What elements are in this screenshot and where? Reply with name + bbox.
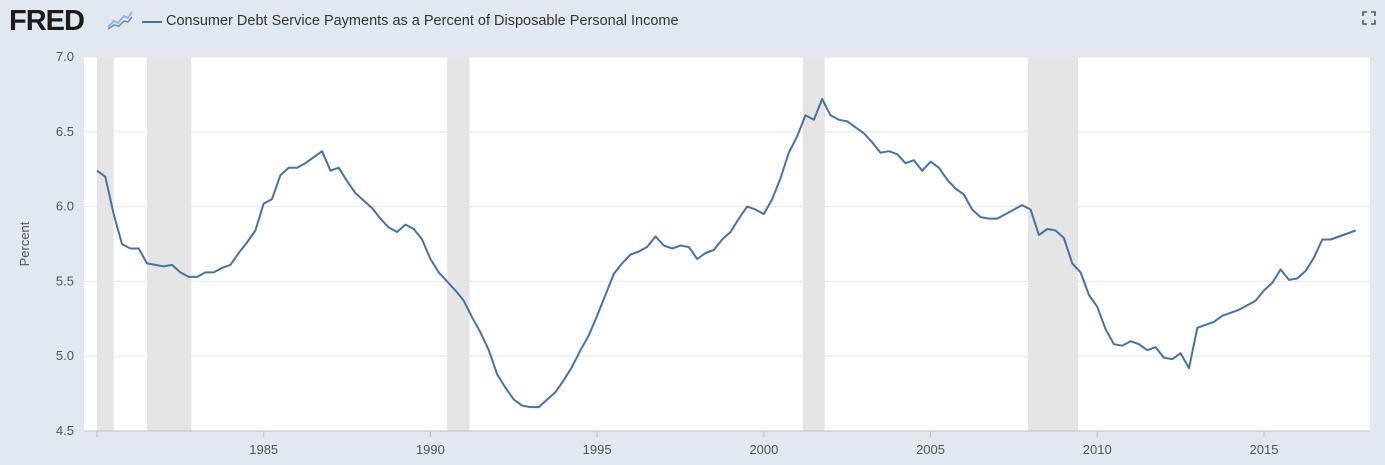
- recession-band-1: [147, 57, 192, 431]
- y-tick-label: 7.0: [56, 49, 74, 64]
- fred-logo[interactable]: FRED: [9, 5, 85, 37]
- y-tick-label: 4.5: [56, 423, 74, 438]
- chart-header: FRED Consumer Debt Service Payments as a…: [0, 0, 1385, 44]
- series-layer: [96, 97, 1357, 409]
- series-line-0: [96, 97, 1357, 409]
- recession-band-0: [97, 57, 114, 431]
- y-tick-label: 6.0: [56, 199, 74, 214]
- x-tick-label: 2000: [749, 442, 778, 457]
- recession-bands: [97, 57, 1078, 431]
- legend-series-label: Consumer Debt Service Payments as a Perc…: [166, 13, 679, 29]
- x-tick-label: 1995: [583, 442, 612, 457]
- x-tick-label: 2010: [1083, 442, 1112, 457]
- recession-band-4: [1027, 57, 1078, 431]
- x-tick-label: 2005: [916, 442, 945, 457]
- y-tick-label: 6.5: [56, 124, 74, 139]
- y-tick-label: 5.5: [56, 273, 74, 288]
- grid-lines: [84, 56, 1370, 432]
- recession-band-3: [802, 57, 825, 431]
- x-tick-label: 2015: [1250, 442, 1279, 457]
- y-axis-ticks: 4.5 5.0 5.5 6.0 6.5 7.0: [56, 49, 74, 438]
- legend-series-swatch: [142, 21, 162, 23]
- x-axis-ticks: 1985 1990 1995 2000 2005 2010 2015: [96, 431, 1279, 457]
- x-tick-label: 1985: [249, 442, 278, 457]
- fullscreen-icon[interactable]: [1362, 11, 1376, 25]
- x-tick-label: 1990: [416, 442, 445, 457]
- fred-graph-icon: [106, 9, 134, 31]
- y-tick-label: 5.0: [56, 348, 74, 363]
- recession-band-2: [447, 57, 470, 431]
- y-axis-label: Percent: [17, 221, 32, 266]
- plot-area: [84, 57, 1370, 431]
